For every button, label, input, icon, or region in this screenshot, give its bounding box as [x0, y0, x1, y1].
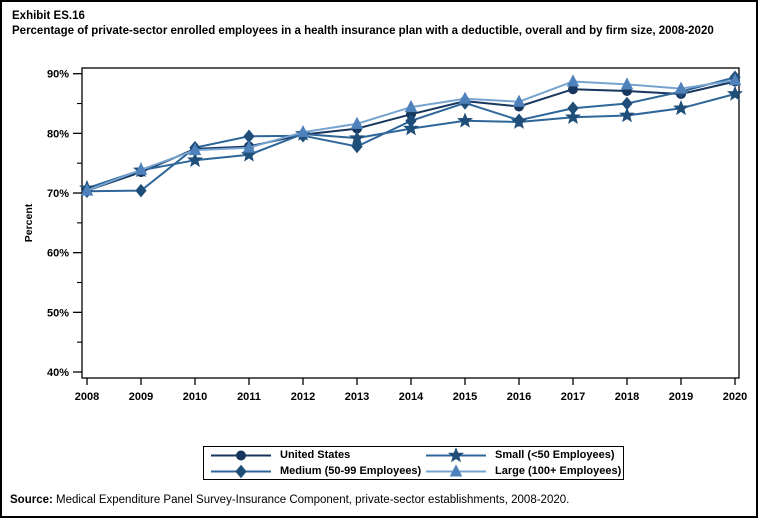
data-point-small-50-employees-2016: [511, 113, 527, 129]
data-point-medium-50-99-employees-2013: [351, 139, 363, 154]
x-axis-tick-label: 2020: [723, 391, 747, 403]
legend-label-medium-50-99-employees: Medium (50-99 Employees): [280, 465, 422, 477]
data-point-large-100-employees-2008: [80, 183, 94, 196]
data-point-large-100-employees-2014: [404, 100, 418, 113]
legend-label-small-50-employees: Small (<50 Employees): [495, 449, 615, 461]
x-axis-tick-label: 2013: [345, 391, 369, 403]
x-axis-tick-label: 2018: [615, 391, 639, 403]
legend-marker-medium-50-99-employees: [235, 464, 247, 478]
legend: United States Small (<50 Employees) Medium…: [203, 446, 624, 480]
circle-marker-icon: [211, 450, 271, 460]
legend-item-united-states: United States: [210, 448, 425, 463]
chart-title: Percentage of private-sector enrolled em…: [12, 25, 714, 37]
data-point-small-50-employees-2010: [187, 151, 203, 167]
legend-marker-large-100-employees: [449, 463, 463, 476]
data-point-medium-50-99-employees-2011: [243, 129, 255, 144]
star-marker-icon: [426, 447, 486, 462]
data-point-small-50-employees-2013: [349, 129, 365, 145]
data-point-large-100-employees-2020: [728, 73, 742, 86]
legend-label-united-states: United States: [280, 449, 351, 461]
y-axis-tick-label: 60%: [47, 248, 69, 260]
data-point-large-100-employees-2015: [458, 91, 472, 104]
series-line-large-100-employees: [86, 79, 736, 192]
y-axis-tick-label: 70%: [47, 188, 69, 200]
legend-item-small-50-employees: Small (<50 Employees): [425, 447, 621, 463]
y-axis-label: Percent: [23, 203, 35, 242]
x-axis-tick-label: 2017: [561, 391, 585, 403]
data-point-large-100-employees-2011: [242, 140, 256, 153]
y-axis-tick-label: 40%: [47, 367, 69, 379]
data-point-small-50-employees-2015: [457, 112, 473, 128]
data-point-medium-50-99-employees-2009: [135, 183, 147, 198]
data-point-small-50-employees-2018: [619, 107, 635, 123]
line-chart: 40% 50% 60% 70% 80% 90% Percent 2008 2009 2010 201…: [23, 67, 747, 403]
triangle-marker-icon: [426, 463, 486, 476]
source-label: Source:: [10, 494, 53, 506]
exhibit-label: Exhibit ES.16: [12, 10, 85, 22]
data-point-large-100-employees-2018: [620, 77, 634, 90]
y-axis-tick-label: 80%: [47, 128, 69, 140]
source-note: Source: Medical Expenditure Panel Survey…: [10, 494, 569, 506]
x-axis-tick-label: 2014: [399, 391, 424, 403]
data-point-large-100-employees-2012: [296, 125, 310, 138]
legend-item-large-100-employees: Large (100+ Employees): [425, 463, 622, 479]
x-axis-tick-label: 2015: [453, 391, 477, 403]
x-axis-tick-label: 2010: [183, 391, 207, 403]
x-axis-tick-label: 2012: [291, 391, 315, 403]
data-point-large-100-employees-2019: [674, 81, 688, 94]
series-line-medium-50-99-employees: [86, 76, 736, 193]
data-point-large-100-employees-2009: [134, 162, 148, 175]
legend-item-medium-50-99-employees: Medium (50-99 Employees): [210, 464, 425, 479]
data-point-small-50-employees-2014: [403, 120, 419, 136]
data-point-small-50-employees-2017: [565, 108, 581, 125]
legend-marker-united-states: [236, 450, 246, 460]
data-point-large-100-employees-2010: [188, 142, 202, 156]
data-point-small-50-employees-2020: [727, 85, 743, 101]
x-axis-tick-label: 2011: [237, 391, 261, 403]
chart-title-block: Exhibit ES.16 Percentage of private-sect…: [12, 9, 752, 39]
data-point-large-100-employees-2013: [350, 116, 364, 129]
source-text: Medical Expenditure Panel Survey-Insuran…: [52, 494, 570, 506]
diamond-marker-icon: [211, 464, 271, 478]
x-axis-tick-label: 2008: [75, 391, 99, 403]
series-line-united-states: [86, 80, 736, 192]
data-point-large-100-employees-2017: [566, 74, 580, 87]
x-axis-tick-label: 2009: [129, 391, 153, 403]
y-axis-tick-label: 50%: [47, 307, 69, 319]
data-point-large-100-employees-2016: [512, 94, 526, 107]
legend-label-large-100-employees: Large (100+ Employees): [495, 465, 622, 477]
data-point-small-50-employees-2019: [673, 99, 689, 116]
x-axis-tick-label: 2019: [669, 391, 693, 403]
x-axis-tick-label: 2016: [507, 391, 531, 403]
y-axis-tick-label: 90%: [47, 69, 69, 81]
legend-marker-small-50-employees: [448, 447, 464, 462]
